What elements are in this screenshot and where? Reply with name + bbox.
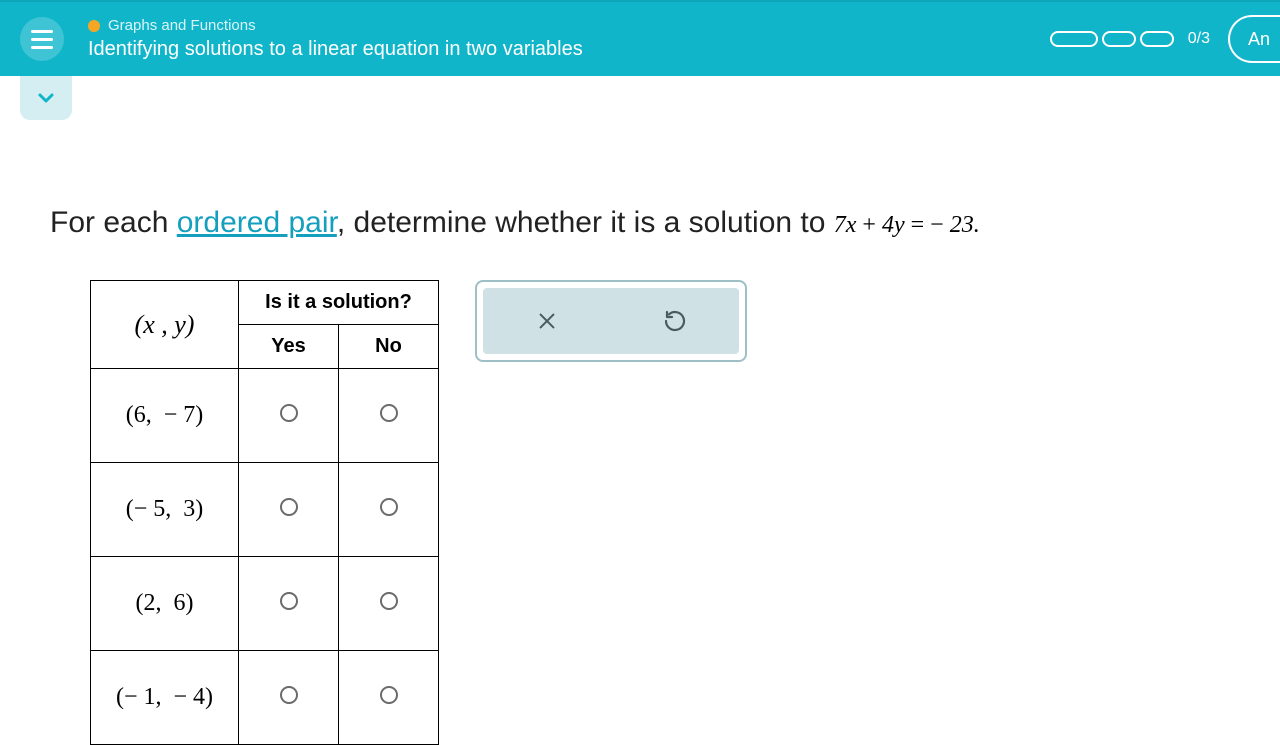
title-block: Graphs and Functions Identifying solutio…: [88, 17, 583, 61]
no-radio[interactable]: [380, 686, 398, 704]
no-cell: [339, 463, 439, 557]
answer-button-label: An: [1248, 29, 1270, 50]
section-dot-icon: [88, 20, 100, 32]
prompt-post: , determine whether it is a solution to: [337, 206, 834, 239]
solution-column-header: Is it a solution?: [239, 281, 439, 325]
section-name: Graphs and Functions: [108, 17, 256, 34]
top-bar: Graphs and Functions Identifying solutio…: [0, 0, 1280, 76]
pager-box[interactable]: [1140, 31, 1174, 47]
pager-box[interactable]: [1102, 31, 1136, 47]
yes-radio[interactable]: [280, 592, 298, 610]
no-column-header: No: [339, 325, 439, 369]
top-right: 0/3 An: [1050, 2, 1280, 76]
expand-tab[interactable]: [20, 76, 72, 120]
reset-button[interactable]: [655, 301, 695, 341]
undo-icon: [663, 309, 687, 333]
x-icon: [536, 310, 558, 332]
hamburger-line: [31, 46, 53, 49]
progress-text: 0/3: [1188, 30, 1210, 48]
prompt-pre: For each: [50, 206, 177, 239]
toolbox: [475, 280, 747, 362]
chevron-down-icon: [34, 86, 58, 110]
yes-cell: [239, 369, 339, 463]
hamburger-line: [31, 30, 53, 33]
no-cell: [339, 369, 439, 463]
lesson-title: Identifying solutions to a linear equati…: [88, 38, 583, 61]
no-radio[interactable]: [380, 498, 398, 516]
toolbox-inner: [483, 288, 739, 354]
section-line: Graphs and Functions: [88, 17, 583, 34]
no-radio[interactable]: [380, 404, 398, 422]
table-row: (− 5, 3): [91, 463, 439, 557]
table-row: (2, 6): [91, 557, 439, 651]
yes-radio[interactable]: [280, 404, 298, 422]
table-row: (− 1, − 4): [91, 651, 439, 745]
equation-text: 7x + 4y = − 23.: [834, 212, 980, 238]
pair-cell: (− 1, − 4): [91, 651, 239, 745]
yes-radio[interactable]: [280, 686, 298, 704]
question-prompt: For each ordered pair, determine whether…: [50, 206, 1230, 240]
no-radio[interactable]: [380, 592, 398, 610]
menu-button[interactable]: [20, 17, 64, 61]
pager-box[interactable]: [1050, 31, 1098, 47]
yes-column-header: Yes: [239, 325, 339, 369]
no-cell: [339, 651, 439, 745]
hamburger-line: [31, 38, 53, 41]
progress-pager: 0/3: [1050, 30, 1210, 48]
work-row: (x , y) Is it a solution? Yes No (6, − 7…: [90, 280, 1230, 745]
answer-button[interactable]: An: [1228, 15, 1280, 63]
yes-cell: [239, 557, 339, 651]
no-cell: [339, 557, 439, 651]
pair-cell: (6, − 7): [91, 369, 239, 463]
content-area: For each ordered pair, determine whether…: [0, 76, 1280, 745]
yes-cell: [239, 463, 339, 557]
clear-button[interactable]: [527, 301, 567, 341]
table-row: (6, − 7): [91, 369, 439, 463]
yes-radio[interactable]: [280, 498, 298, 516]
pair-cell: (2, 6): [91, 557, 239, 651]
ordered-pair-link[interactable]: ordered pair: [177, 206, 337, 239]
pair-column-header: (x , y): [91, 281, 239, 369]
pair-cell: (− 5, 3): [91, 463, 239, 557]
solution-table: (x , y) Is it a solution? Yes No (6, − 7…: [90, 280, 439, 745]
yes-cell: [239, 651, 339, 745]
